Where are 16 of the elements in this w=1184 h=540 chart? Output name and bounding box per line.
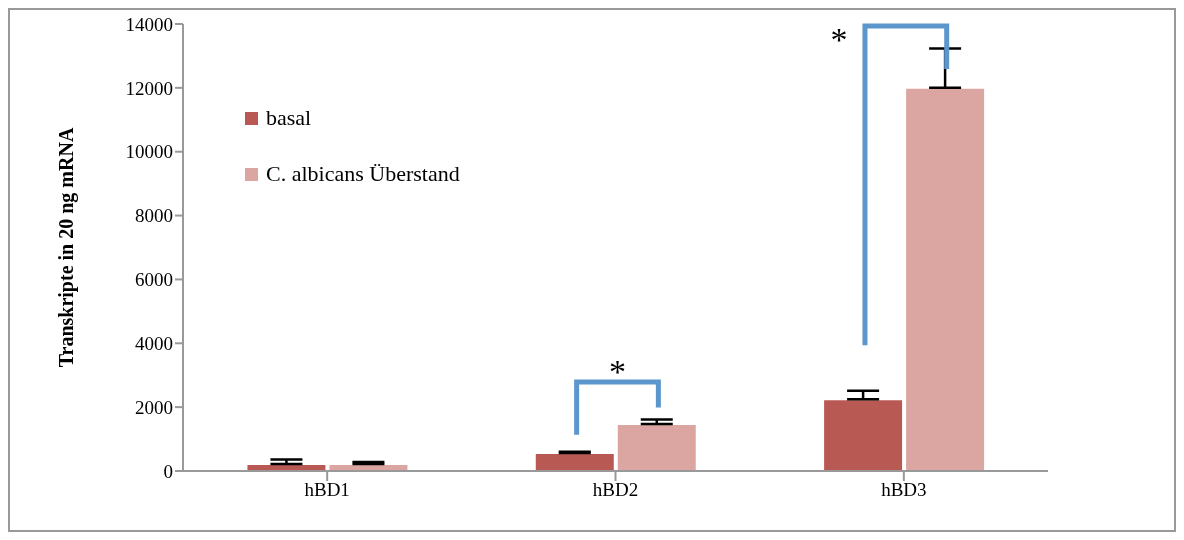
annotation: * [609,352,626,390]
x-tick-label: hBD3 [881,479,927,501]
y-tick-label: 6000 [135,269,173,291]
x-tick-label: hBD1 [304,479,350,501]
y-tick-label: 4000 [135,333,173,355]
y-tick-label: 2000 [135,396,173,418]
y-tick-label: 10000 [125,141,173,163]
y-tick-label: 12000 [125,77,173,99]
y-tick-label: 8000 [135,205,173,227]
y-axis-title: Transkripte in 20 ng mRNA [55,127,79,368]
legend-label: C. albicans Überstand [266,161,460,187]
y-tick-label: 14000 [125,13,173,35]
y-tick-label: 0 [163,460,173,482]
annotation: * [830,20,848,58]
x-tick-label: hBD2 [592,479,639,501]
legend-label: basal [266,105,312,131]
